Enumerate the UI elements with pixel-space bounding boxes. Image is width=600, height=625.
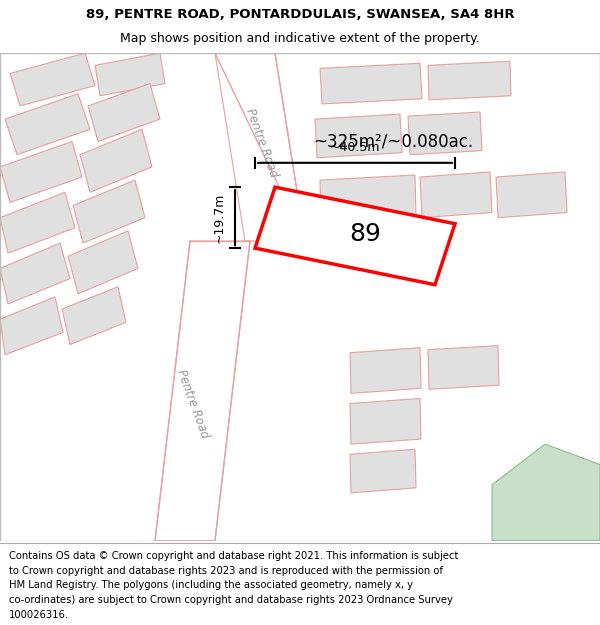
Polygon shape — [88, 84, 160, 141]
Polygon shape — [0, 297, 63, 355]
Text: ~40.5m: ~40.5m — [330, 141, 380, 154]
Polygon shape — [95, 53, 165, 96]
Polygon shape — [420, 172, 492, 217]
Polygon shape — [68, 231, 138, 294]
Text: 89: 89 — [349, 222, 381, 246]
Polygon shape — [428, 61, 511, 100]
Polygon shape — [0, 192, 75, 253]
Text: ~19.7m: ~19.7m — [212, 192, 226, 243]
Polygon shape — [10, 53, 95, 106]
Text: 89, PENTRE ROAD, PONTARDDULAIS, SWANSEA, SA4 8HR: 89, PENTRE ROAD, PONTARDDULAIS, SWANSEA,… — [86, 8, 514, 21]
Polygon shape — [73, 180, 145, 243]
Text: 100026316.: 100026316. — [9, 610, 69, 620]
Polygon shape — [408, 112, 482, 154]
Polygon shape — [350, 399, 421, 444]
Text: Pentre Road: Pentre Road — [244, 106, 281, 179]
Polygon shape — [215, 53, 305, 241]
Text: co-ordinates) are subject to Crown copyright and database rights 2023 Ordnance S: co-ordinates) are subject to Crown copyr… — [9, 595, 453, 605]
Text: Contains OS data © Crown copyright and database right 2021. This information is : Contains OS data © Crown copyright and d… — [9, 551, 458, 561]
Polygon shape — [320, 63, 422, 104]
Polygon shape — [320, 175, 416, 221]
Text: HM Land Registry. The polygons (including the associated geometry, namely x, y: HM Land Registry. The polygons (includin… — [9, 580, 413, 590]
Polygon shape — [428, 346, 499, 389]
Text: Pentre Road: Pentre Road — [175, 368, 212, 440]
Polygon shape — [492, 444, 600, 541]
Text: to Crown copyright and database rights 2023 and is reproduced with the permissio: to Crown copyright and database rights 2… — [9, 566, 443, 576]
Polygon shape — [350, 348, 421, 393]
Polygon shape — [5, 94, 90, 154]
Polygon shape — [0, 243, 70, 304]
Polygon shape — [0, 141, 82, 202]
Polygon shape — [80, 129, 152, 192]
Polygon shape — [315, 114, 402, 158]
Polygon shape — [155, 241, 250, 541]
Polygon shape — [255, 188, 455, 285]
Text: ~325m²/~0.080ac.: ~325m²/~0.080ac. — [313, 132, 473, 151]
Text: Map shows position and indicative extent of the property.: Map shows position and indicative extent… — [120, 32, 480, 45]
Polygon shape — [350, 449, 416, 493]
Polygon shape — [62, 287, 126, 344]
Polygon shape — [496, 172, 567, 217]
